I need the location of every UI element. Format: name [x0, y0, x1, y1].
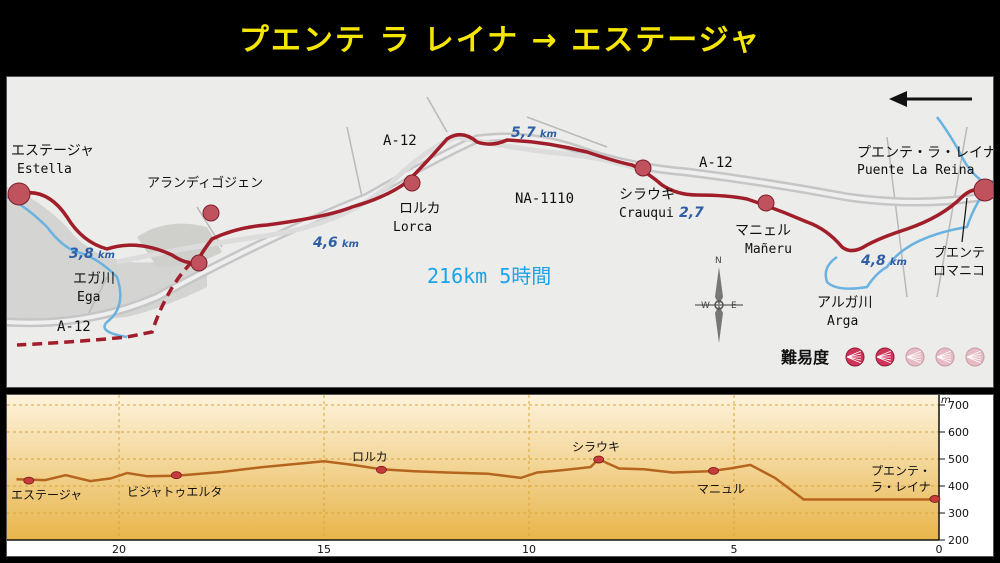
- label-estella-jp: エステージャ: [11, 143, 94, 159]
- difficulty-label: 難易度: [781, 348, 830, 367]
- node-maneru: [757, 194, 775, 212]
- route-map: エステージャ Estella アランディゴジェン ロルカ Lorca シラウキ …: [6, 76, 994, 388]
- stop-labels: エステージャ ビジャトゥエルタ ロルカ シラウキ マニュル プエンテ・ ラ・レイ…: [11, 440, 931, 502]
- stop-label-estella: エステージャ: [11, 488, 82, 502]
- x-tick-label: 15: [317, 543, 331, 556]
- label-ega-en: Ega: [77, 290, 100, 305]
- route-map-svg: エステージャ Estella アランディゴジェン ロルカ Lorca シラウキ …: [7, 77, 994, 387]
- difficulty-shell-icon: [905, 347, 925, 367]
- route-summary: 216km 5時間: [427, 264, 551, 288]
- stop-label-maneru: マニュル: [697, 482, 745, 496]
- difficulty-shell-icon: [845, 347, 865, 367]
- label-cirauqui-en: Crauqui: [619, 206, 674, 221]
- label-lorca-jp: ロルカ: [399, 201, 441, 217]
- label-bridge-2: ロマニコ: [933, 264, 985, 279]
- x-tick-label: 5: [731, 543, 738, 556]
- dist-seg-3: 5,7 km: [511, 125, 557, 141]
- bridge-pointer: [961, 197, 968, 243]
- difficulty-shell-icon: [875, 347, 895, 367]
- compass-w: W: [701, 301, 710, 311]
- x-axis-ticks: 20 15 10 5 0: [112, 543, 943, 556]
- page-title: プエンテ ラ レイナ → エステージャ: [238, 23, 762, 58]
- stop-label-cirauqui: シラウキ: [572, 440, 620, 454]
- dist-seg-1: 3,8 km: [69, 246, 115, 262]
- elevation-profile-svg: エステージャ ビジャトゥエルタ ロルカ シラウキ マニュル プエンテ・ ラ・レイ…: [7, 395, 993, 556]
- compass-e: E: [731, 301, 737, 311]
- stop-label-puente-2: ラ・レイナ: [871, 480, 931, 494]
- place-labels: エステージャ Estella アランディゴジェン ロルカ Lorca シラウキ …: [11, 143, 994, 329]
- x-tick-label: 0: [936, 543, 943, 556]
- arga-river: [824, 179, 993, 290]
- profile-background: [7, 395, 939, 540]
- label-arandigoyen: アランディゴジェン: [147, 175, 263, 191]
- label-puente-en: Puente La Reina: [857, 163, 974, 178]
- dist-seg-4: 2,7: [679, 205, 704, 221]
- dist-seg-2: 4,6 km: [312, 235, 359, 251]
- label-puente-jp: プエンテ・ラ・レイナ: [857, 145, 994, 161]
- difficulty-rating: 難易度: [781, 347, 985, 367]
- compass-icon: N W E: [695, 256, 743, 343]
- stop-dot: [593, 455, 605, 464]
- title-bar: プエンテ ラ レイナ → エステージャ: [0, 0, 1000, 74]
- stop-dot: [929, 495, 941, 503]
- node-arandigoyen: [202, 204, 220, 222]
- y-tick-label: 300: [948, 507, 969, 520]
- label-bridge-1: プエンテ: [933, 246, 985, 261]
- stop-dots: [23, 455, 941, 503]
- profile-grid: [7, 395, 940, 541]
- node-lorca: [403, 174, 421, 192]
- label-cirauqui-jp: シラウキ: [619, 187, 675, 203]
- unit-label: m: [941, 395, 951, 406]
- label-road-a12-2: A-12: [699, 155, 733, 171]
- stop-label-villatuerta: ビジャトゥエルタ: [127, 485, 222, 499]
- label-ega-jp: エガ川: [73, 271, 115, 287]
- y-tick-label: 400: [948, 480, 969, 493]
- label-maneru-jp: マニェル: [735, 223, 791, 239]
- segment-distances: 3,8 km 4,6 km 5,7 km 2,7 4,8 km: [69, 125, 907, 269]
- x-tick-label: 20: [112, 543, 126, 556]
- direction-arrow-icon: [889, 91, 972, 107]
- label-estella-en: Estella: [17, 162, 72, 177]
- stop-dot: [375, 465, 387, 474]
- label-road-na1110: NA-1110: [515, 191, 574, 207]
- ega-river: [7, 195, 128, 339]
- difficulty-shell-icon: [935, 347, 955, 367]
- stop-dot: [708, 466, 719, 475]
- y-tick-label: 600: [948, 426, 969, 439]
- elevation-profile: エステージャ ビジャトゥエルタ ロルカ シラウキ マニュル プエンテ・ ラ・レイ…: [6, 394, 994, 557]
- label-arga-jp: アルガ川: [817, 295, 872, 311]
- stop-label-puente-1: プエンテ・: [871, 464, 931, 478]
- node-puente: [973, 178, 993, 202]
- node-estella: [7, 182, 31, 206]
- dist-seg-5: 4,8 km: [860, 253, 907, 269]
- y-tick-label: 200: [948, 534, 969, 547]
- difficulty-shell-icon: [965, 347, 985, 367]
- stop-dot: [23, 476, 35, 485]
- stop-label-lorca: ロルカ: [352, 450, 388, 464]
- label-road-a12-3: A-12: [57, 319, 91, 335]
- label-lorca-en: Lorca: [393, 220, 432, 235]
- route-nodes: [7, 159, 993, 272]
- road-labels: A-12 A-12 A-12 NA-1110: [57, 133, 733, 335]
- y-tick-label: 500: [948, 453, 969, 466]
- label-arga-en: Arga: [827, 314, 858, 329]
- y-axis-ticks: 700 600 500 400 300 200: [939, 399, 969, 547]
- route-dashed: [16, 260, 194, 347]
- y-tick-label: 700: [948, 399, 969, 412]
- label-maneru-en: Mañeru: [745, 242, 792, 257]
- compass-n: N: [715, 256, 722, 266]
- x-tick-label: 10: [522, 543, 536, 556]
- difficulty-icons: [845, 347, 985, 367]
- node-villatuerta: [190, 254, 208, 272]
- road-na1110: [116, 134, 648, 265]
- stop-dot: [170, 471, 182, 480]
- elevation-line: [16, 457, 939, 501]
- label-road-a12-1: A-12: [383, 133, 417, 149]
- node-cirauqui: [634, 159, 652, 177]
